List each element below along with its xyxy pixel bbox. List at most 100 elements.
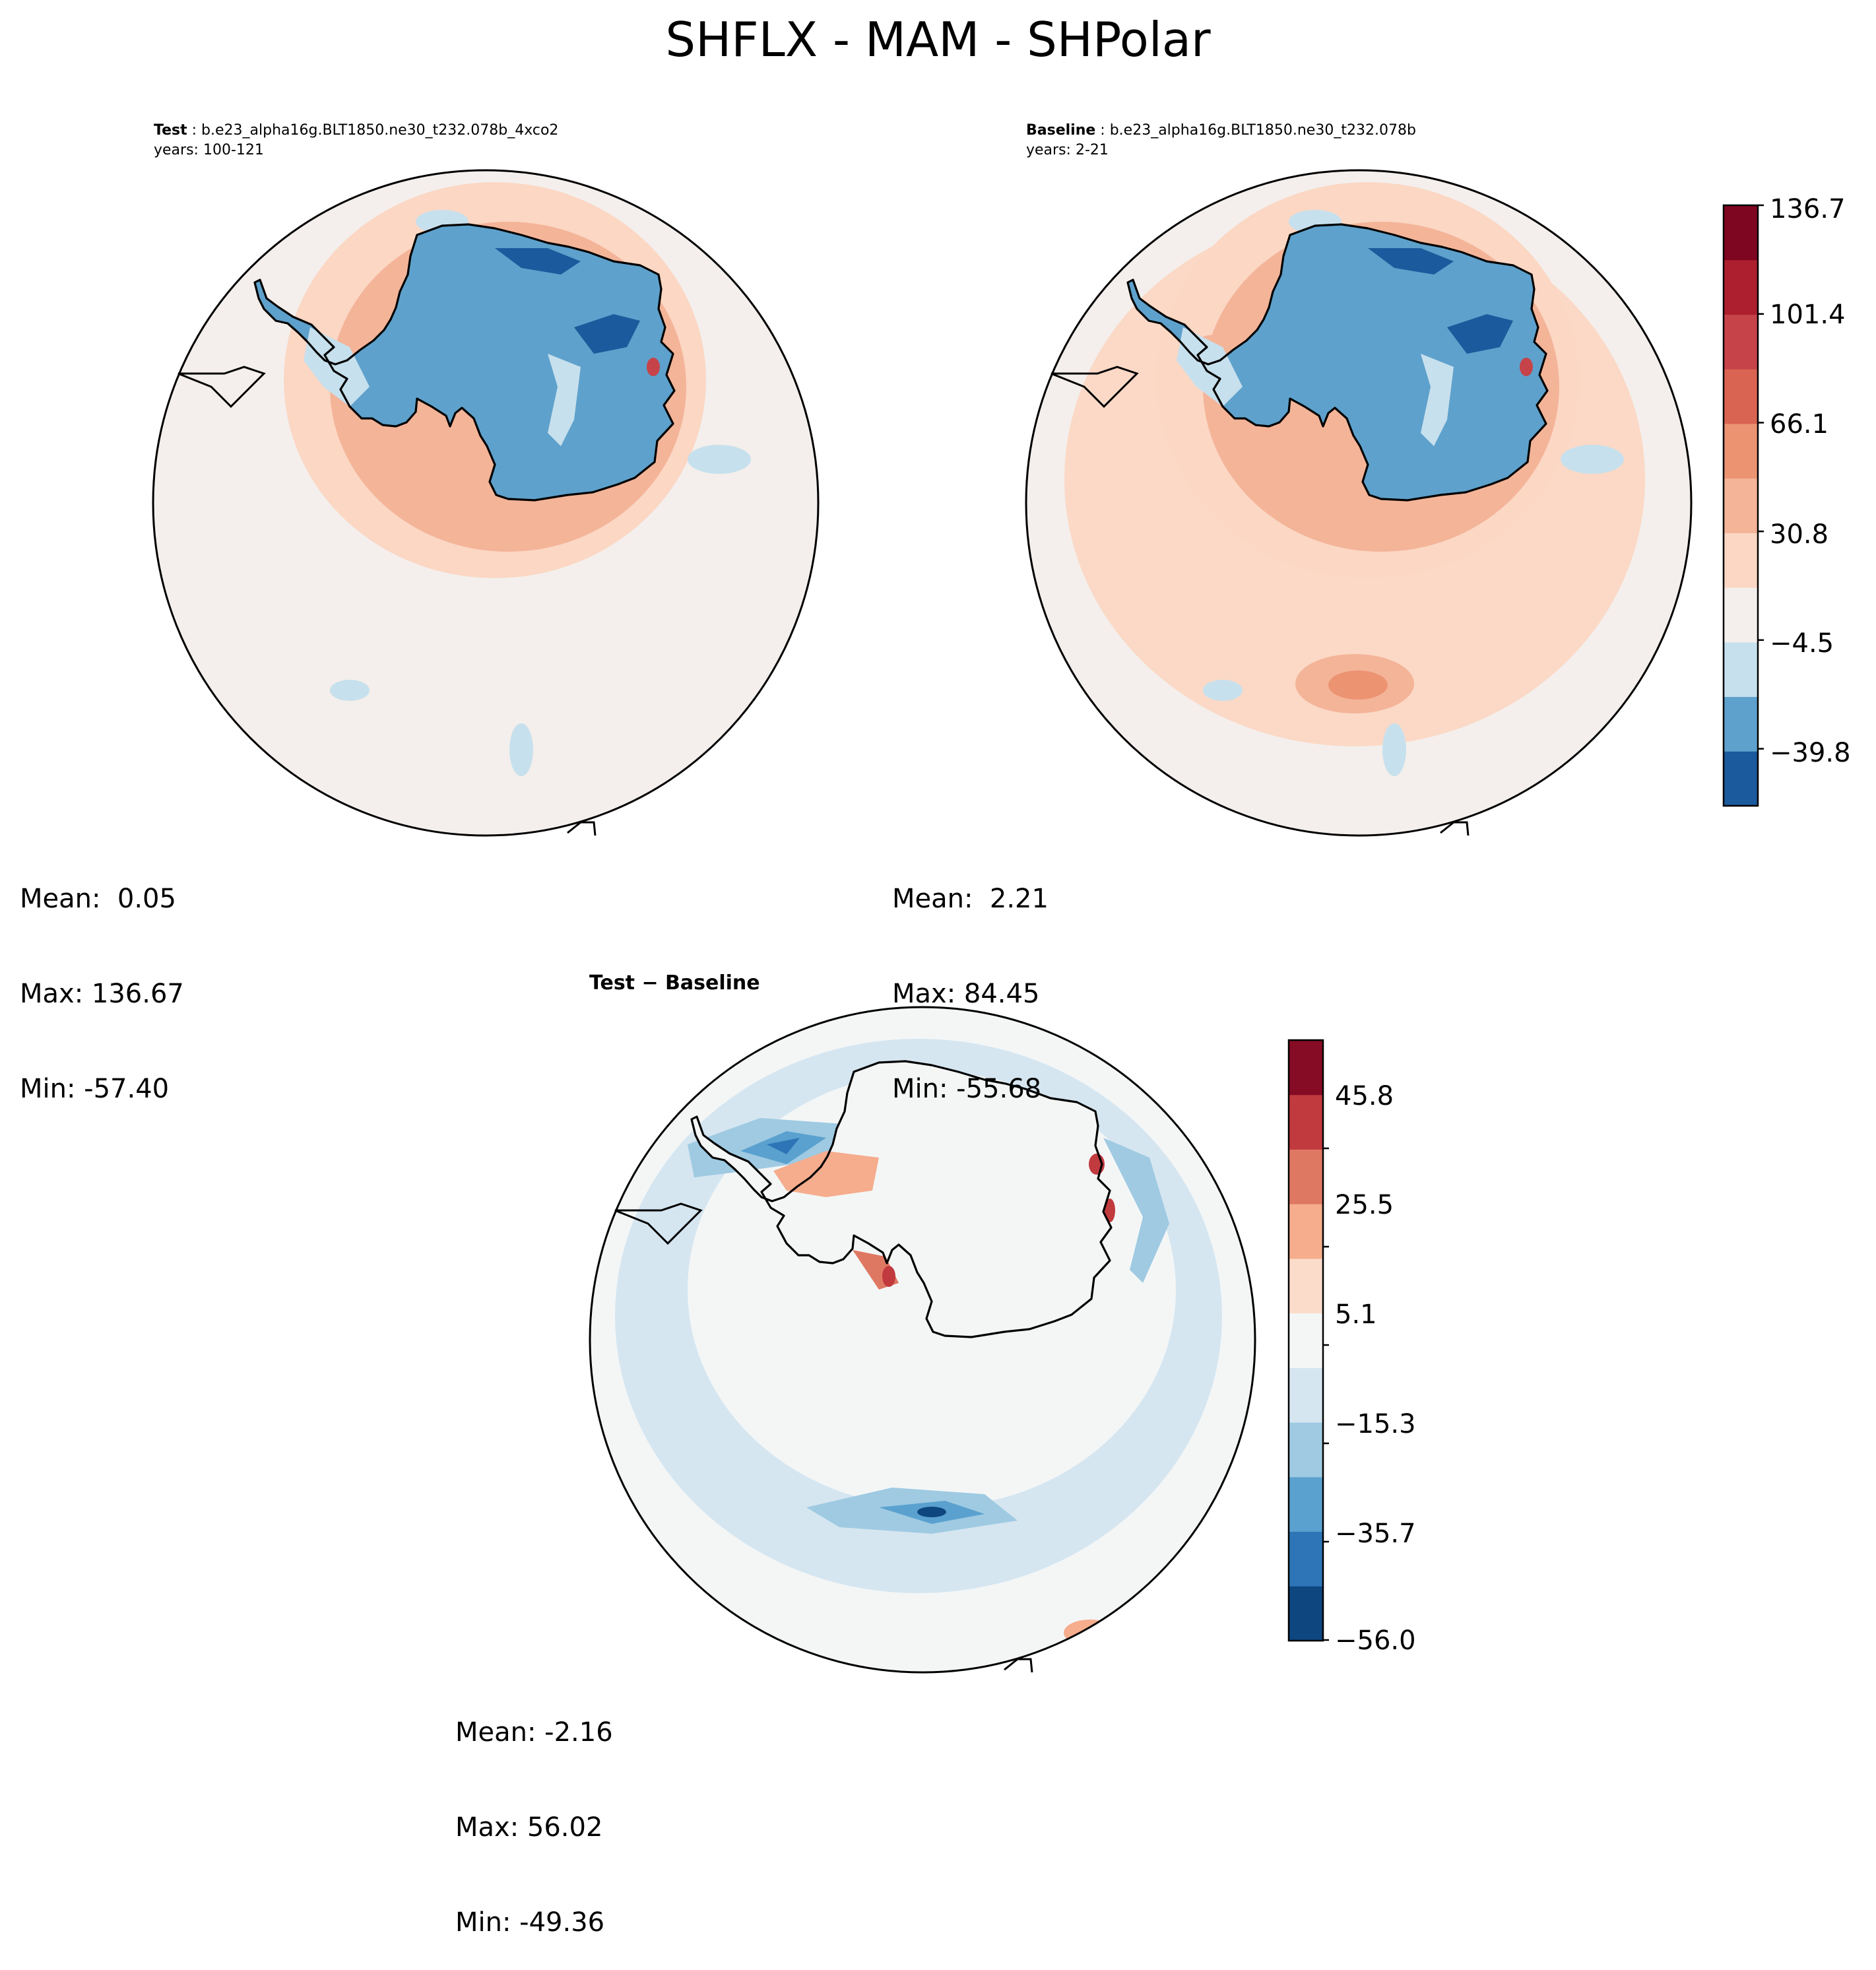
diff-stat-min: Min: -49.36 <box>455 1907 605 1938</box>
test-cool-patch <box>330 680 370 701</box>
test-deep-region <box>574 314 640 354</box>
main-cbar-tick-label: 136.7 <box>1770 194 1846 224</box>
diff-cbar-segment <box>1289 1204 1323 1259</box>
baseline-cool-patch <box>1382 723 1406 776</box>
diff-field <box>590 1007 1255 1672</box>
test-label-bold: Test <box>154 122 187 139</box>
label-separator: : <box>187 122 202 139</box>
test-stat-max: Max: 136.67 <box>20 979 184 1009</box>
diff-colorbar <box>1287 1039 1329 1642</box>
main-cbar-tick-label: 30.8 <box>1770 519 1829 550</box>
diff-cbar-tick-label: −15.3 <box>1335 1409 1416 1439</box>
main-cbar-tick-label: 66.1 <box>1770 409 1829 440</box>
test-stat-min: Min: -57.40 <box>20 1074 170 1104</box>
main-cbar-tick-label: 101.4 <box>1770 300 1846 330</box>
main-cbar-segment <box>1724 423 1758 479</box>
diff-cool-patch <box>1103 1138 1169 1283</box>
diff-cbar-segment <box>1289 1258 1323 1314</box>
main-cbar-segment <box>1724 696 1758 752</box>
test-continent-fill <box>255 224 674 500</box>
diff-panel-label: Test − Baseline <box>589 971 760 995</box>
diff-map-boundary <box>589 1006 1256 1674</box>
test-south-america-coast <box>178 366 266 409</box>
diff-cool-patch-core <box>917 1507 946 1517</box>
test-panel-label: Test : b.e23_alpha16g.BLT1850.ne30_t232.… <box>154 121 558 160</box>
baseline-light-region <box>1421 354 1454 446</box>
baseline-coast-hot <box>1520 358 1533 376</box>
test-stats: Mean: 0.05 Max: 136.67 Min: -57.40 <box>20 820 184 1136</box>
baseline-warm-patch-core <box>1328 671 1388 700</box>
diff-warm-patch <box>1064 1620 1116 1646</box>
diff-stat-mean: Mean: -2.16 <box>455 1717 613 1748</box>
diff-cbar-segment <box>1289 1313 1323 1368</box>
baseline-field <box>1026 170 1691 836</box>
diff-cbar-segment <box>1289 1422 1323 1478</box>
main-cbar-segment <box>1724 259 1758 315</box>
diff-cbar-segment <box>1289 1531 1323 1587</box>
baseline-peninsula-light <box>1177 327 1243 407</box>
diff-cbar-segment <box>1289 1149 1323 1204</box>
diff-cbar-tick-label: 25.5 <box>1335 1190 1394 1220</box>
diff-cbar-segment <box>1289 1040 1323 1096</box>
main-cbar-tick-label: −39.8 <box>1770 738 1851 768</box>
test-case-name: b.e23_alpha16g.BLT1850.ne30_t232.078b_4x… <box>201 122 559 139</box>
diff-cool-patch-core <box>767 1138 800 1154</box>
test-coastline <box>253 223 676 502</box>
main-cbar-segment <box>1724 641 1758 698</box>
main-cbar-segment <box>1724 751 1758 806</box>
baseline-map-boundary <box>1025 169 1693 837</box>
baseline-cool-patch <box>1203 680 1243 701</box>
test-stat-mean: Mean: 0.05 <box>20 884 176 914</box>
baseline-cool-patch <box>1561 445 1624 474</box>
baseline-nz-coast <box>1440 821 1470 836</box>
diff-warm-core <box>1105 1198 1115 1222</box>
label-separator: : <box>1095 122 1110 139</box>
baseline-stat-mean: Mean: 2.21 <box>892 884 1049 914</box>
diff-nz-coast <box>1004 1658 1033 1673</box>
main-cbar-tick-label: −4.5 <box>1770 628 1834 659</box>
test-cool-patch <box>509 723 533 776</box>
main-cbar-frame <box>1722 204 1759 807</box>
diff-cbar-segment <box>1289 1586 1323 1641</box>
test-coast-hot <box>647 358 660 376</box>
diff-cbar-frame <box>1287 1039 1324 1642</box>
test-map-boundary <box>152 169 820 837</box>
diff-warm-core <box>882 1266 895 1287</box>
main-cbar-segment <box>1724 314 1758 370</box>
main-colorbar <box>1722 204 1764 807</box>
test-polar-map <box>152 169 820 837</box>
diff-cbar-tick-label: −35.7 <box>1335 1519 1416 1549</box>
baseline-panel-label: Baseline : b.e23_alpha16g.BLT1850.ne30_t… <box>1026 121 1416 160</box>
baseline-coastline <box>1126 223 1549 502</box>
diff-cbar-tick-label: 45.8 <box>1335 1081 1394 1111</box>
test-light-region <box>548 354 581 446</box>
baseline-stat-min: Min: -55.68 <box>892 1074 1042 1104</box>
diff-stat-max: Max: 56.02 <box>455 1812 603 1843</box>
baseline-deep-region <box>1447 314 1513 354</box>
test-peninsula-light <box>304 327 370 407</box>
main-cbar-segment <box>1724 369 1758 424</box>
baseline-deep-region <box>1368 248 1454 275</box>
baseline-case-name: b.e23_alpha16g.BLT1850.ne30_t232.078b <box>1109 122 1416 139</box>
baseline-label-bold: Baseline <box>1026 122 1096 139</box>
test-deep-region <box>495 248 581 275</box>
diff-cbar-segment <box>1289 1094 1323 1150</box>
baseline-polar-map <box>1025 169 1693 837</box>
test-field <box>153 170 818 836</box>
diff-continent-fill <box>692 1061 1111 1337</box>
diff-stats: Mean: -2.16 Max: 56.02 Min: -49.36 <box>455 1653 613 1970</box>
diff-south-america-coast <box>614 1202 703 1245</box>
diff-cbar-tick-label: −56.0 <box>1335 1625 1416 1656</box>
diff-cbar-segment <box>1289 1367 1323 1423</box>
diff-cbar-tick-label: 5.1 <box>1335 1299 1377 1330</box>
main-cbar-segment <box>1724 533 1758 588</box>
figure-title: SHFLX - MAM - SHPolar <box>665 12 1211 67</box>
diff-polar-map <box>589 1006 1256 1674</box>
diff-cbar-segment <box>1289 1476 1323 1532</box>
baseline-stats: Mean: 2.21 Max: 84.45 Min: -55.68 <box>892 820 1049 1136</box>
baseline-stat-max: Max: 84.45 <box>892 979 1040 1009</box>
test-nz-coast <box>567 821 597 836</box>
baseline-south-america-coast <box>1051 366 1139 409</box>
main-cbar-segment <box>1724 587 1758 643</box>
baseline-years: years: 2-21 <box>1026 142 1109 158</box>
